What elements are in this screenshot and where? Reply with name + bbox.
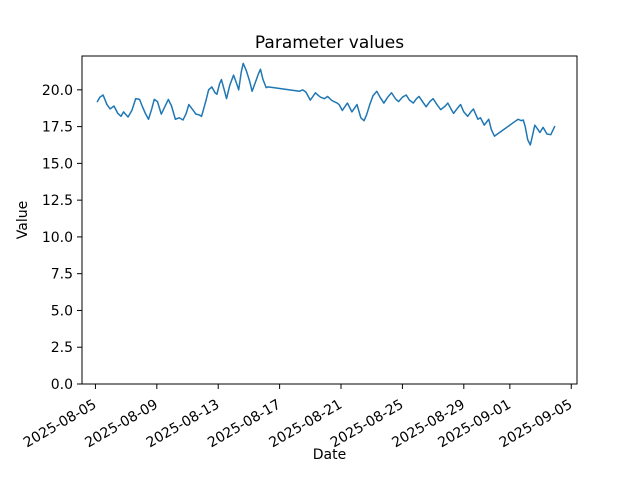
data-series-line bbox=[96, 62, 556, 146]
y-tick-label: 5.0 bbox=[51, 303, 73, 319]
y-tick-label: 7.5 bbox=[51, 267, 73, 283]
y-tick-label: 10.0 bbox=[42, 230, 73, 246]
chart-title: Parameter values bbox=[255, 33, 404, 53]
y-tick-label: 12.5 bbox=[42, 193, 73, 209]
x-axis-label: Date bbox=[313, 447, 346, 463]
y-tick-label: 20.0 bbox=[42, 83, 73, 99]
y-tick-label: 17.5 bbox=[42, 120, 73, 136]
plot-area: 0.02.55.07.510.012.515.017.520.02025-08-… bbox=[21, 55, 578, 451]
y-tick-label: 2.5 bbox=[51, 340, 73, 356]
y-axis-label: Value bbox=[15, 201, 31, 239]
y-tick-label: 15.0 bbox=[42, 156, 73, 172]
y-tick-label: 0.0 bbox=[51, 377, 73, 393]
axes-frame bbox=[81, 55, 578, 385]
